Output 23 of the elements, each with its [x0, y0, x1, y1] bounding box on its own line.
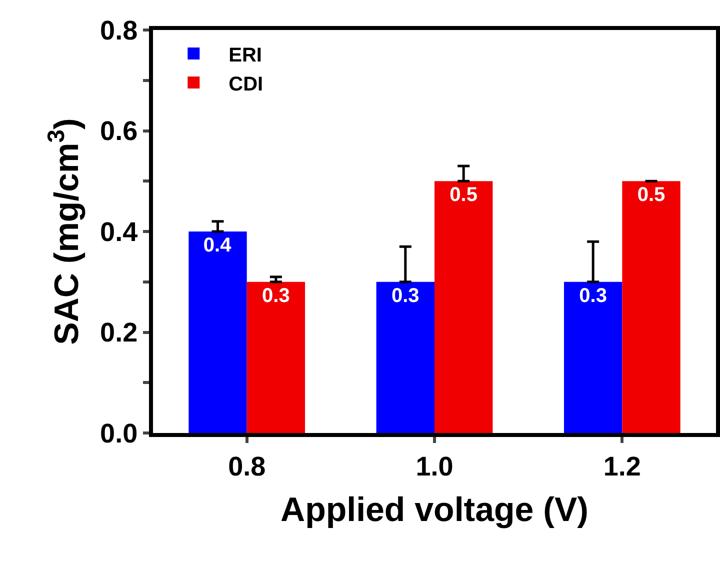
data-label: 0.3 — [262, 284, 290, 307]
y-tick-label: 0.2 — [100, 318, 138, 348]
data-label: 0.5 — [637, 184, 666, 206]
legend-label: ERI — [228, 44, 262, 66]
data-label: 0.4 — [203, 234, 232, 256]
data-label: 0.5 — [450, 184, 478, 206]
x-tick-label: 1.2 — [603, 451, 641, 482]
bar — [564, 282, 622, 433]
y-tick-label: 0.4 — [100, 216, 138, 247]
data-label: 0.3 — [392, 284, 420, 307]
y-tick-label: 0.8 — [100, 15, 138, 46]
x-tick-label: 0.8 — [228, 451, 266, 482]
bar — [246, 282, 306, 433]
data-label: 0.3 — [579, 284, 607, 307]
legend-label: CDI — [228, 73, 264, 96]
bar — [434, 181, 493, 433]
x-tick-label: 1.0 — [416, 451, 454, 482]
x-axis-title: Applied voltage (V) — [280, 491, 588, 530]
bar — [622, 181, 680, 433]
y-tick-label: 0.0 — [100, 418, 138, 448]
bar — [376, 282, 434, 433]
bar — [188, 232, 247, 433]
y-tick-label: 0.6 — [100, 116, 138, 146]
